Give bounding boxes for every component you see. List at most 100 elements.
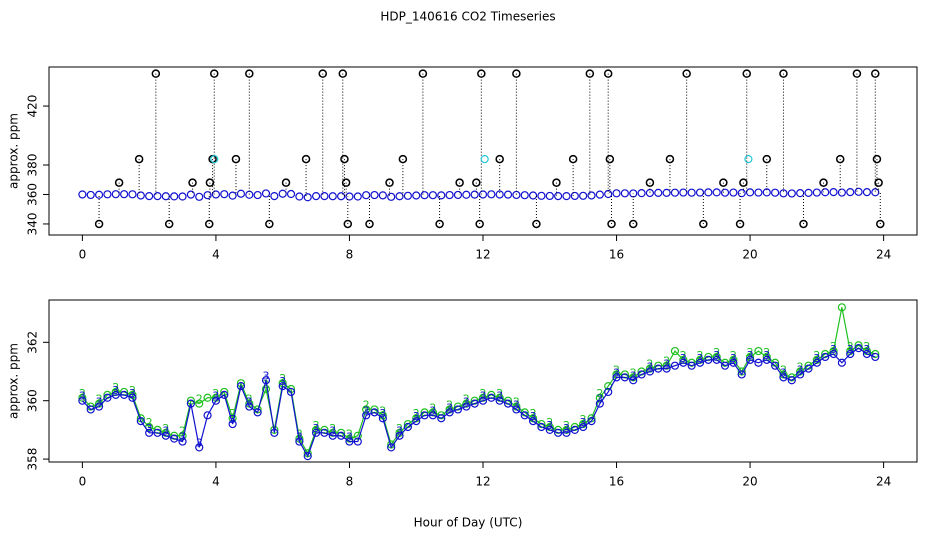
data-point (161, 192, 170, 201)
data-point (654, 364, 663, 373)
point-marker: 2 (129, 384, 136, 397)
data-point (403, 422, 412, 432)
point-marker: 2 (179, 425, 186, 438)
data-point (537, 191, 546, 200)
data-point (387, 443, 396, 452)
point-marker: 3 (496, 390, 503, 403)
data-point (745, 188, 755, 197)
data-point (340, 154, 349, 164)
point-marker: 2 (329, 422, 336, 435)
point-marker: 3 (630, 369, 637, 382)
point-marker: 3 (813, 352, 820, 365)
data-point (353, 437, 362, 446)
data-point (545, 191, 554, 201)
y-tick-label: 360 (26, 389, 40, 412)
point-marker: 3 (329, 425, 336, 438)
x-tick-label: 4 (212, 248, 220, 262)
data-point (568, 154, 578, 164)
y-tick-label: 340 (26, 212, 40, 235)
data-point (876, 219, 885, 229)
data-point (94, 190, 104, 199)
data-point (195, 192, 204, 201)
data-point (228, 191, 237, 200)
data-point (612, 373, 621, 382)
data-point (532, 219, 541, 229)
data-point (278, 189, 287, 198)
point-marker: 2 (363, 398, 370, 411)
point-marker: 3 (246, 396, 253, 409)
x-axis-label: Hour of Day (UTC) (414, 516, 523, 530)
x-tick-label: 16 (609, 475, 624, 489)
data-point (704, 188, 713, 197)
data-point (729, 188, 738, 197)
x-tick-label: 16 (609, 248, 624, 262)
data-point (579, 191, 588, 200)
point-marker: 3 (513, 398, 520, 411)
data-point (265, 219, 274, 229)
data-point (231, 154, 241, 164)
data-point (537, 422, 546, 432)
data-point (654, 188, 663, 197)
data-point (245, 69, 254, 78)
data-point (670, 188, 680, 197)
data-point (236, 189, 246, 198)
data-point (846, 188, 855, 197)
data-point (712, 188, 721, 197)
point-marker: 3 (847, 343, 854, 356)
point-marker: 2 (263, 378, 270, 391)
data-point (151, 69, 161, 78)
point-marker: 2 (830, 340, 837, 353)
data-point (720, 188, 730, 197)
data-point (554, 428, 563, 437)
data-point (754, 188, 763, 197)
point-marker: 3 (129, 387, 136, 400)
data-point (295, 437, 304, 446)
data-point (742, 69, 751, 78)
data-point (579, 422, 588, 432)
point-marker: 3 (830, 343, 837, 356)
point-marker: 3 (680, 352, 687, 365)
data-point (136, 417, 145, 426)
chart-title: HDP_140616 CO2 Timeseries (380, 10, 555, 24)
data-point (78, 396, 87, 405)
point-marker: 2 (513, 396, 520, 409)
point-marker: 3 (212, 390, 219, 403)
data-point (203, 191, 212, 200)
data-point (762, 355, 771, 364)
data-point (603, 69, 613, 78)
point-marker: 2 (396, 422, 403, 435)
data-point (804, 188, 813, 197)
data-point (337, 431, 346, 440)
data-point (587, 417, 596, 426)
data-point (604, 189, 613, 199)
point-marker: 2 (79, 387, 86, 400)
point-marker: 2 (847, 340, 854, 353)
data-point (620, 189, 629, 198)
data-point (871, 349, 880, 359)
data-point (478, 396, 488, 405)
data-point (145, 428, 154, 437)
data-point (86, 190, 95, 200)
data-point (428, 191, 438, 200)
data-point (487, 393, 496, 402)
data-point (779, 189, 788, 198)
data-point (846, 349, 855, 359)
data-point (328, 192, 337, 201)
point-marker: 3 (96, 396, 103, 409)
point-marker: 3 (780, 366, 787, 379)
point-marker: 3 (79, 390, 86, 403)
x-tick-label: 12 (475, 475, 490, 489)
data-point (270, 428, 279, 437)
point-marker: 2 (713, 346, 720, 359)
data-point (799, 219, 808, 229)
point-marker: 2 (546, 416, 553, 429)
data-point (111, 190, 120, 199)
data-point (128, 393, 137, 402)
point-marker: 2 (212, 387, 219, 400)
x-tick-label: 24 (876, 248, 891, 262)
data-point (552, 178, 561, 187)
data-point (428, 411, 438, 420)
point-marker: 3 (263, 369, 270, 382)
data-point (170, 192, 179, 201)
